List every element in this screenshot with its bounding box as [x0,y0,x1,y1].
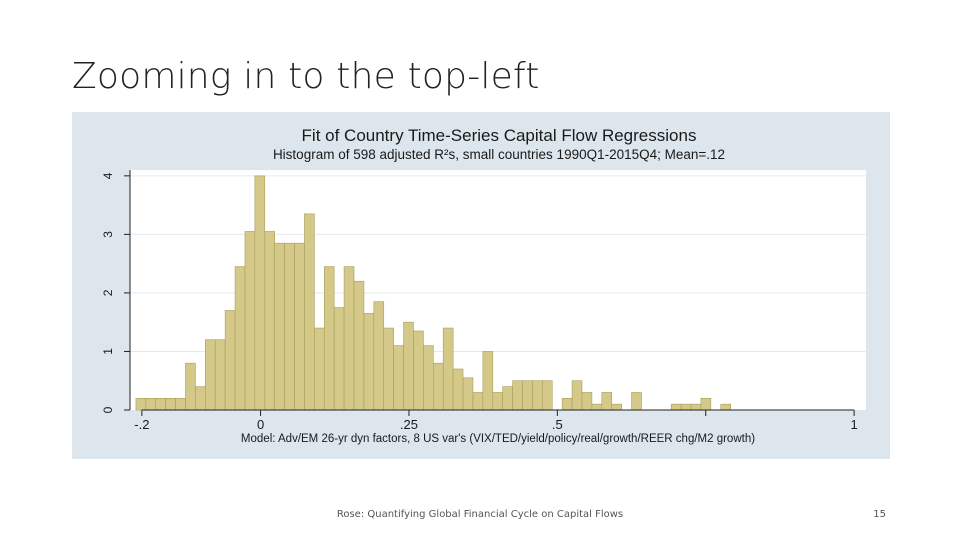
chart-subtitle: Histogram of 598 adjusted R²s, small cou… [273,147,725,162]
histogram-bar [294,242,305,411]
histogram-bar [214,339,226,411]
histogram-bar [532,380,543,411]
histogram-bar [472,392,484,411]
histogram-bar [363,313,375,411]
histogram-bar [314,327,325,411]
histogram-bar [720,403,731,411]
x-tick-label: -.2 [134,417,149,432]
y-tick-label: 4 [101,172,115,179]
histogram-bar [591,403,603,411]
histogram-bar [581,392,593,411]
histogram-bar [304,213,315,411]
histogram-bar [502,386,513,411]
chart-panel: Fit of Country Time-Series Capital Flow … [72,112,890,459]
histogram-bar [244,231,256,411]
x-tick-label: .5 [552,417,563,432]
histogram-bar [333,307,345,411]
histogram-bar [512,380,523,411]
histogram-bar [482,351,494,411]
histogram-bar [492,392,503,411]
histogram-bar [413,330,424,411]
histogram-bar [403,321,414,411]
histogram-bar [145,397,157,411]
histogram-bar [254,175,266,411]
page-number: 15 [873,509,886,520]
histogram-bar [343,266,355,411]
histogram-bar [423,345,434,411]
histogram-bar [631,392,642,411]
histogram-bar [522,380,533,411]
histogram-bar [353,280,365,411]
histogram-bar [700,397,712,411]
histogram-bars [135,175,731,411]
histogram-bar [323,266,335,411]
x-axis: -.2 0 .25 .5 1 [134,409,858,432]
histogram-bar [264,231,276,411]
x-tick-label: 1 [851,417,858,432]
histogram-bar [670,403,682,411]
histogram-bar [274,242,285,411]
y-tick-label: 3 [101,231,115,238]
histogram-bar [690,403,702,411]
y-tick-label: 2 [101,289,115,296]
histogram-bar [195,386,206,411]
histogram-bar [373,301,385,411]
histogram-bar [185,362,196,411]
histogram-bar [284,242,295,411]
histogram-bar [601,392,613,411]
histogram-bar [165,397,176,411]
histogram-bar [383,327,394,411]
histogram-bar [234,266,246,411]
histogram-bar [205,339,216,411]
slide-title: Zooming in to the top-left [72,56,540,97]
histogram-bar [175,397,186,411]
histogram-bar [680,403,692,411]
histogram-bar [433,362,444,411]
x-axis-label: Model: Adv/EM 26-yr dyn factors, 8 US va… [241,433,755,445]
histogram-bar [462,377,474,411]
histogram-bar [611,403,622,411]
histogram-chart: Fit of Country Time-Series Capital Flow … [72,112,890,459]
histogram-bar [452,368,464,411]
x-tick-label: .25 [400,417,418,432]
chart-title: Fit of Country Time-Series Capital Flow … [302,126,697,145]
y-tick-label: 1 [101,348,115,355]
histogram-bar [155,397,166,411]
histogram-bar [571,380,583,411]
x-tick-label: 0 [257,417,264,432]
histogram-bar [224,310,236,411]
histogram-bar [542,380,553,411]
y-tick-label: 0 [101,406,115,413]
histogram-bar [135,397,147,411]
histogram-bar [561,397,573,411]
histogram-bar [393,345,404,411]
histogram-bar [442,327,454,411]
y-axis: 0 1 2 3 4 [101,170,131,413]
slide-footer: Rose: Quantifying Global Financial Cycle… [336,509,624,520]
